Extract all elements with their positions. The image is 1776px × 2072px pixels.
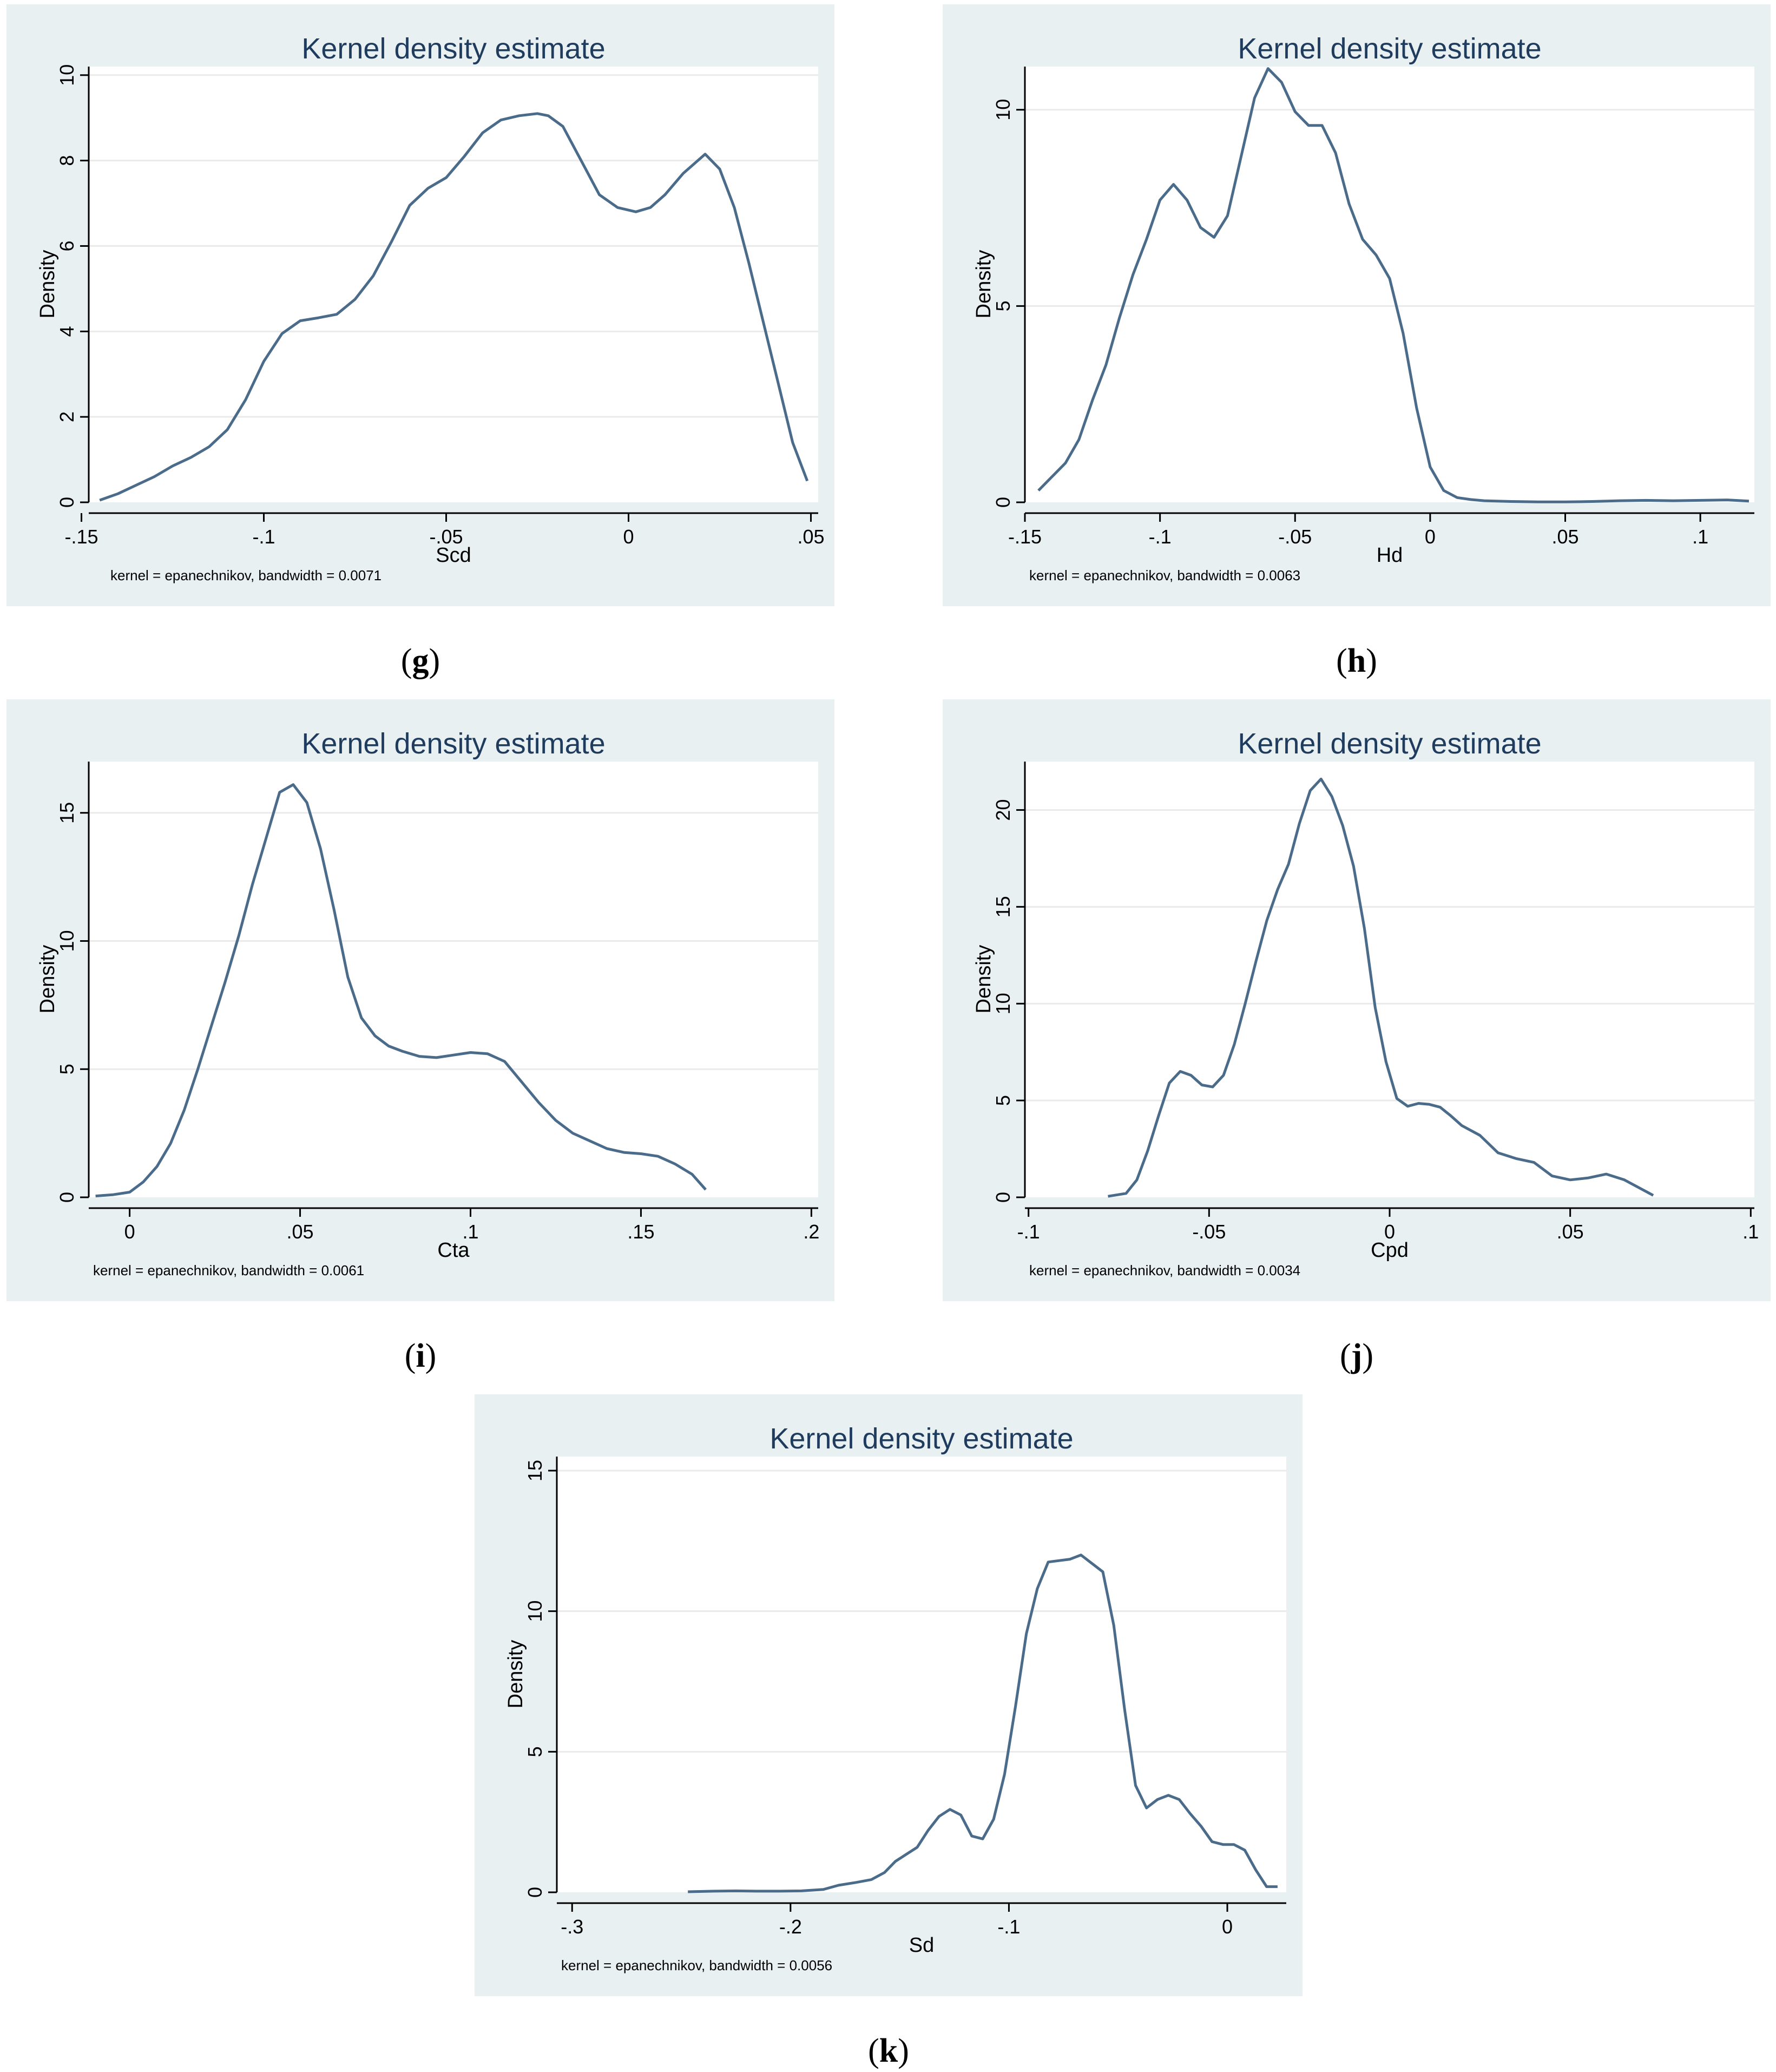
y-tick-label: 10	[992, 99, 1014, 121]
chart-panel-j: 0 5 10 15 20 -.1 -.05 0 .05 .1 Kernel density est…	[943, 699, 1771, 1301]
chart-svg-j: 0 5 10 15 20 -.1 -.05 0 .05 .1 Kernel density est…	[972, 727, 1759, 1278]
caption-k: (k)	[868, 2032, 909, 2069]
x-axis-label: Hd	[1377, 544, 1403, 567]
x-tick-label: -.15	[1008, 526, 1042, 548]
x-axis-label: Scd	[436, 544, 471, 567]
caption-h: (h)	[1336, 642, 1377, 679]
plot-area	[1025, 67, 1754, 502]
y-tick-label: 20	[992, 799, 1014, 821]
x-tick-label: .05	[797, 526, 824, 548]
kernel-note: kernel = epanechnikov, bandwidth = 0.007…	[110, 567, 381, 583]
x-tick-label: 0	[1384, 1221, 1395, 1243]
chart-title: Kernel density estimate	[301, 727, 605, 760]
chart-panel-g: 0 2 4 6 8 10 -.15 -.1 -.05 0 .05 Kernel density es…	[6, 4, 834, 606]
y-axis-label: Density	[36, 250, 59, 319]
y-tick-label: 0	[56, 497, 78, 508]
x-tick-label: -.1	[1149, 526, 1172, 548]
x-axis-label: Sd	[909, 1934, 934, 1957]
y-tick-label: 0	[56, 1192, 78, 1203]
x-tick-label: 0	[1425, 526, 1436, 548]
chart-panel-k: 0 5 10 15 -.3 -.2 -.1 0 Kernel density estimate…	[475, 1394, 1303, 1996]
y-tick-label: 8	[56, 155, 78, 166]
y-tick-label: 15	[56, 802, 78, 824]
y-axis-label: Density	[504, 1640, 527, 1709]
density-curve	[99, 112, 809, 502]
x-tick-label: .15	[627, 1221, 654, 1243]
plot-area	[89, 762, 818, 1197]
density-curve	[1108, 777, 1654, 1198]
x-tick-label: -.15	[64, 526, 98, 548]
x-tick-label: -.3	[561, 1916, 583, 1938]
chart-svg-i: 0 5 10 15 0 .05 .1 .15 .2 Kernel density estimat…	[36, 727, 819, 1278]
x-tick-label: -.2	[779, 1916, 802, 1938]
y-tick-label: 15	[524, 1460, 546, 1481]
kernel-note: kernel = epanechnikov, bandwidth = 0.005…	[561, 1957, 832, 1973]
chart-svg-k: 0 5 10 15 -.3 -.2 -.1 0 Kernel density estimate…	[504, 1422, 1286, 1973]
x-tick-label: 0	[124, 1221, 135, 1243]
x-tick-label: .1	[462, 1221, 478, 1243]
density-curve	[95, 783, 707, 1198]
x-tick-label: -.05	[1278, 526, 1312, 548]
y-axis-label: Density	[972, 945, 995, 1014]
density-curve	[688, 1553, 1278, 1893]
chart-title: Kernel density estimate	[769, 1422, 1073, 1455]
chart-panel-i: 0 5 10 15 0 .05 .1 .15 .2 Kernel density estimat…	[6, 699, 834, 1301]
y-tick-label: 5	[524, 1746, 546, 1757]
chart-title: Kernel density estimate	[1238, 32, 1541, 65]
chart-title: Kernel density estimate	[1238, 727, 1541, 760]
chart-panel-h: 0 5 10 -.15 -.1 -.05 0 .05 .1 Kernel density est…	[943, 4, 1771, 606]
density-curve	[1037, 67, 1749, 503]
x-axis-label: Cta	[437, 1239, 470, 1262]
x-tick-label: .1	[1742, 1221, 1759, 1243]
y-tick-label: 5	[992, 1095, 1014, 1106]
y-tick-label: 5	[992, 300, 1014, 311]
x-tick-label: -.05	[429, 526, 463, 548]
kernel-note: kernel = epanechnikov, bandwidth = 0.003…	[1029, 1262, 1300, 1278]
chart-title: Kernel density estimate	[301, 32, 605, 65]
y-tick-label: 0	[992, 1192, 1014, 1203]
y-tick-label: 0	[524, 1887, 546, 1898]
chart-svg-h: 0 5 10 -.15 -.1 -.05 0 .05 .1 Kernel density est…	[972, 32, 1754, 583]
caption-i: (i)	[404, 1337, 437, 1374]
x-tick-label: .1	[1692, 526, 1708, 548]
y-axis-label: Density	[36, 945, 59, 1014]
y-tick-label: 15	[992, 896, 1014, 917]
y-axis-label: Density	[972, 250, 995, 319]
x-tick-label: .05	[1557, 1221, 1584, 1243]
y-tick-label: 10	[56, 64, 78, 86]
y-tick-label: 5	[56, 1064, 78, 1074]
y-tick-label: 10	[524, 1601, 546, 1622]
y-tick-label: 6	[56, 240, 78, 251]
y-tick-label: 4	[56, 326, 78, 337]
y-tick-label: 0	[992, 497, 1014, 508]
x-tick-label: .05	[1551, 526, 1578, 548]
x-axis-label: Cpd	[1371, 1239, 1409, 1262]
x-tick-label: -.1	[253, 526, 275, 548]
y-tick-label: 10	[56, 930, 78, 952]
x-tick-label: -.1	[997, 1916, 1020, 1938]
kernel-note: kernel = epanechnikov, bandwidth = 0.006…	[93, 1262, 364, 1278]
plot-area	[89, 67, 818, 502]
caption-g: (g)	[400, 642, 440, 679]
plot-area	[1025, 762, 1754, 1197]
x-tick-label: .05	[287, 1221, 314, 1243]
x-tick-label: 0	[623, 526, 634, 548]
x-tick-label: .2	[803, 1221, 819, 1243]
chart-svg-g: 0 2 4 6 8 10 -.15 -.1 -.05 0 .05 Kernel density es…	[36, 32, 825, 583]
kernel-note: kernel = epanechnikov, bandwidth = 0.006…	[1029, 567, 1300, 583]
caption-j: (j)	[1340, 1337, 1373, 1374]
y-tick-label: 2	[56, 411, 78, 422]
x-tick-label: -.1	[1017, 1221, 1040, 1243]
x-tick-label: 0	[1222, 1916, 1233, 1938]
y-tick-label: 10	[992, 993, 1014, 1014]
x-tick-label: -.05	[1192, 1221, 1226, 1243]
plot-area	[557, 1457, 1286, 1892]
